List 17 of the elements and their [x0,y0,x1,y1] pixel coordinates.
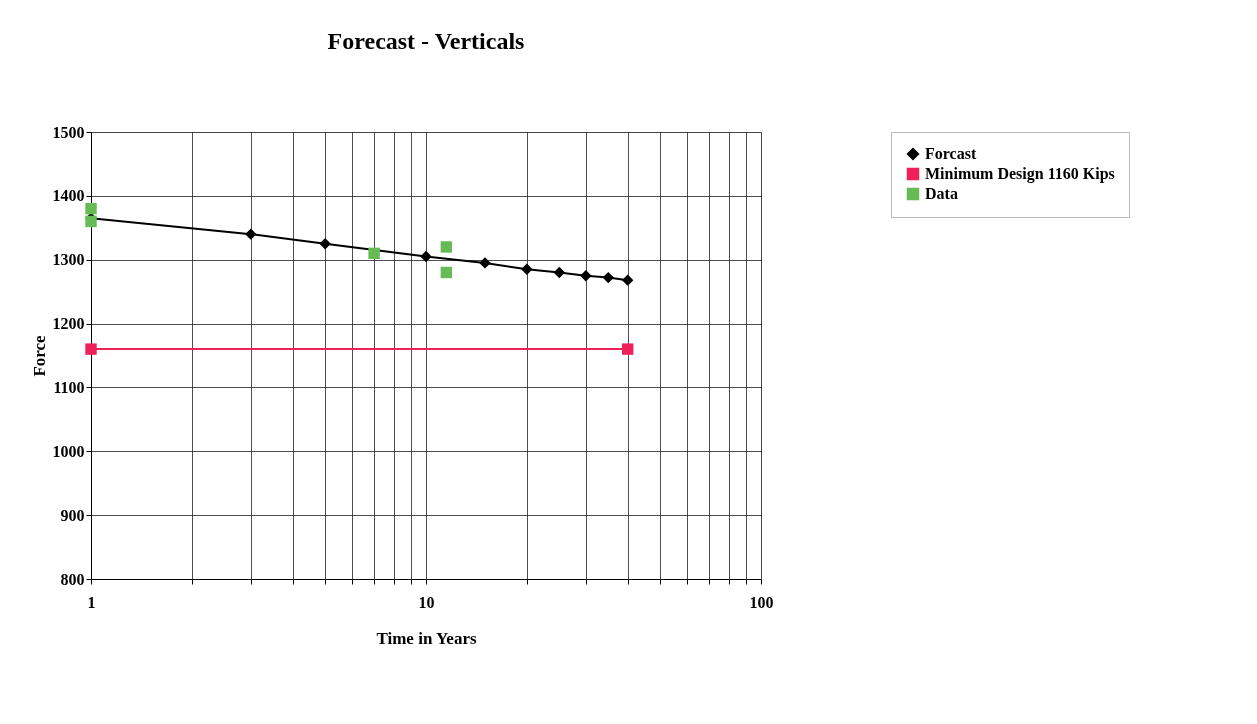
y-tick-label: 800 [60,570,85,588]
legend-label: Data [925,185,958,202]
y-axis-title: Force [29,334,49,377]
legend-label: Forcast [925,145,977,162]
y-tick-label: 900 [60,506,85,524]
x-tick-label: 10 [418,593,435,611]
y-tick-label: 1000 [52,442,85,460]
x-tick-label: 1 [87,593,96,611]
x-axis-title: Time in Years [376,628,477,648]
chart-title: Forecast - Verticals [327,28,525,54]
y-tick-label: 1200 [52,315,85,333]
x-tick-label: 100 [749,593,774,611]
y-tick-label: 1300 [52,251,85,269]
y-tick-label: 1100 [53,378,85,396]
y-tick-label: 1400 [52,187,85,205]
y-tick-label: 1500 [52,123,85,141]
legend-label: Minimum Design 1160 Kips [925,165,1115,183]
